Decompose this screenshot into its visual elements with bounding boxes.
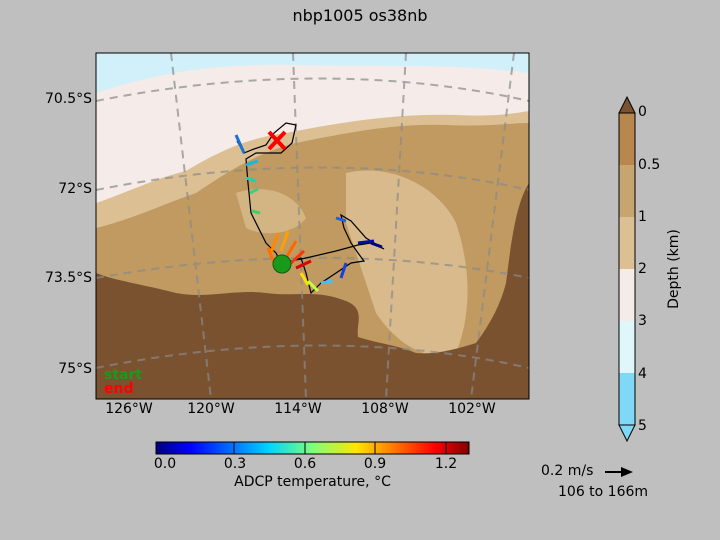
depth-tick-4: 4 bbox=[638, 366, 647, 382]
depth-tick-0: 0 bbox=[638, 104, 647, 120]
lon-label-120: 120°W bbox=[187, 401, 235, 417]
legend-start: start bbox=[104, 367, 143, 383]
lon-label-102: 102°W bbox=[448, 401, 496, 417]
depth-colorbar bbox=[618, 95, 636, 443]
lat-label-73-5: 73.5°S bbox=[44, 270, 92, 286]
scale-range-label: 106 to 166m bbox=[558, 484, 649, 500]
figure-title: nbp1005 os38nb bbox=[292, 6, 428, 25]
start-marker bbox=[272, 254, 292, 274]
lon-label-108: 108°W bbox=[361, 401, 409, 417]
temp-tick-1-2: 1.2 bbox=[434, 456, 458, 472]
ship-track bbox=[236, 122, 385, 295]
map-panel bbox=[95, 52, 530, 400]
temp-colorbar bbox=[155, 441, 470, 455]
graticule bbox=[96, 53, 529, 399]
depth-tick-5: 5 bbox=[638, 418, 647, 434]
lon-label-126: 126°W bbox=[105, 401, 153, 417]
legend-end: end bbox=[104, 381, 134, 397]
end-marker bbox=[267, 130, 287, 151]
scale-speed-label: 0.2 m/s bbox=[541, 463, 594, 479]
depth-tick-3: 3 bbox=[638, 313, 647, 329]
temp-axis-label: ADCP temperature, °C bbox=[234, 474, 391, 490]
depth-tick-0-5: 0.5 bbox=[638, 157, 661, 173]
depth-tick-1: 1 bbox=[638, 209, 647, 225]
reference-arrow-icon bbox=[605, 467, 633, 477]
temp-tick-0-6: 0.6 bbox=[293, 456, 317, 472]
temp-tick-0-9: 0.9 bbox=[363, 456, 387, 472]
adcp-vectors bbox=[234, 134, 383, 293]
land-region bbox=[96, 183, 529, 399]
temp-tick-0-0: 0.0 bbox=[153, 456, 177, 472]
temp-tick-0-3: 0.3 bbox=[223, 456, 247, 472]
depth-axis-label: Depth (km) bbox=[666, 229, 682, 309]
lat-label-72: 72°S bbox=[58, 181, 92, 197]
depth-tick-2: 2 bbox=[638, 261, 647, 277]
lat-label-75: 75°S bbox=[58, 361, 92, 377]
lat-label-70-5: 70.5°S bbox=[44, 91, 92, 107]
lon-label-114: 114°W bbox=[274, 401, 322, 417]
